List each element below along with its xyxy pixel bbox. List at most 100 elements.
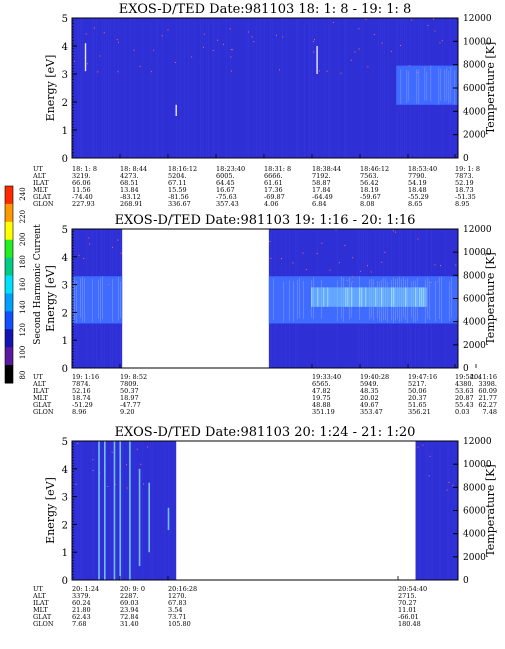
table-cell: 351.19: [312, 408, 335, 416]
table-cell: 7192.: [312, 172, 331, 180]
speckle: [108, 283, 110, 285]
y-right-tick-label: 2000: [463, 131, 486, 141]
table-cell: 17.36: [264, 186, 283, 194]
table-cell: 31.40: [120, 620, 139, 628]
row-label: MLT: [33, 186, 48, 194]
y-tick-label: 3: [62, 281, 68, 292]
speckle: [424, 67, 426, 69]
row-label: GLON: [33, 408, 54, 416]
speckle: [434, 264, 436, 266]
table-cell: 18.73: [455, 186, 474, 194]
speckle: [253, 41, 255, 43]
table-cell: -64.49: [312, 193, 333, 201]
y-right-tick-label: 0: [463, 576, 469, 586]
table-cell: 0.03: [455, 408, 469, 416]
table-cell: 4273.: [120, 172, 139, 180]
speckle: [174, 61, 176, 63]
speckle: [89, 243, 91, 245]
panel-title: EXOS-D/TED Date:981103 19: 1:16 - 20: 1:…: [115, 213, 416, 228]
speckle: [329, 269, 331, 271]
table-cell: -59.67: [360, 193, 381, 201]
row-label: ILAT: [33, 179, 49, 187]
table-cell: 21.80: [72, 606, 91, 614]
speckle: [270, 257, 272, 259]
table-cell: 20.02: [360, 394, 379, 402]
speckle: [448, 481, 450, 483]
colorbar-tick: 120: [19, 323, 27, 336]
table-cell: 19:40:28: [360, 373, 389, 381]
speckle: [319, 70, 321, 72]
table-cell: 67.83: [168, 599, 187, 607]
speckle: [282, 36, 284, 38]
speckle: [83, 257, 85, 259]
speckle: [231, 49, 233, 51]
table-cell: 5204.: [168, 172, 187, 180]
table-cell: 6005.: [216, 172, 235, 180]
speckle: [167, 29, 169, 31]
table-cell: 357.43: [216, 200, 239, 208]
table-cell: 7.68: [72, 620, 86, 628]
table-cell: 48.35: [360, 387, 379, 395]
table-cell: -55.29: [408, 193, 429, 201]
table-cell: 50.37: [120, 387, 139, 395]
row-label: MLT: [33, 394, 48, 402]
table-cell: 55.43: [455, 401, 474, 409]
speckle: [75, 483, 77, 485]
row-label: ALT: [32, 592, 46, 600]
speckle: [381, 261, 383, 263]
y-right-tick-label: 10000: [463, 460, 492, 470]
table-cell: 20: 9: 0: [120, 585, 145, 593]
speckle: [93, 27, 95, 29]
y-right-tick-label: 8000: [463, 271, 486, 281]
speckle: [314, 39, 316, 41]
colorbar-tick: 200: [19, 233, 27, 246]
table-cell: 54.19: [408, 179, 427, 187]
y-tick-label: 0: [62, 364, 68, 375]
y-right-tick-label: 12000: [463, 225, 492, 235]
table-cell: -74.40: [72, 193, 93, 201]
table-cell: 5949.: [360, 380, 379, 388]
speckle: [411, 19, 413, 21]
table-cell: 20: 1:24: [72, 585, 99, 593]
y-right-tick-label: 6000: [463, 295, 486, 305]
y-tick-label: 1: [62, 336, 68, 347]
table-cell: 19:47:16: [408, 373, 437, 381]
speckle: [92, 459, 94, 461]
speckle: [78, 254, 80, 256]
y-right-tick-label: 6000: [463, 84, 486, 94]
row-label: ALT: [32, 380, 46, 388]
speckle: [417, 238, 419, 240]
table-cell: -47.77: [120, 401, 141, 409]
table-cell: 64.45: [216, 179, 235, 187]
speckle: [360, 270, 362, 272]
speckle: [111, 246, 113, 248]
speckle: [384, 251, 386, 253]
y-tick-label: 5: [62, 14, 68, 25]
table-cell: 20: 1:16: [470, 373, 497, 381]
table-cell: 3398.: [478, 380, 497, 388]
table-cell: 51.65: [408, 401, 427, 409]
speckle: [212, 50, 214, 52]
table-cell: 356.21: [408, 408, 431, 416]
speckle: [126, 464, 128, 466]
speckle: [292, 262, 294, 264]
table-cell: 11.01: [398, 606, 417, 614]
speckle: [346, 279, 348, 281]
speckle: [390, 50, 392, 52]
speckle: [350, 59, 352, 61]
speckle: [231, 70, 233, 72]
table-cell: 67.11: [168, 179, 187, 187]
speckle: [455, 264, 457, 266]
colorbar-segment: [5, 275, 13, 294]
table-cell: 9.20: [120, 408, 134, 416]
colorbar-segment: [5, 186, 13, 205]
data-region: [72, 441, 177, 580]
speckle: [340, 72, 342, 74]
table-cell: 18.97: [120, 394, 139, 402]
speckle: [230, 56, 232, 58]
table-cell: 7873.: [455, 172, 474, 180]
table-cell: 69.03: [120, 599, 139, 607]
table-cell: -66.01: [398, 613, 419, 621]
y-axis-label-right: Temperature [K]: [484, 464, 497, 556]
speckle: [280, 258, 282, 260]
